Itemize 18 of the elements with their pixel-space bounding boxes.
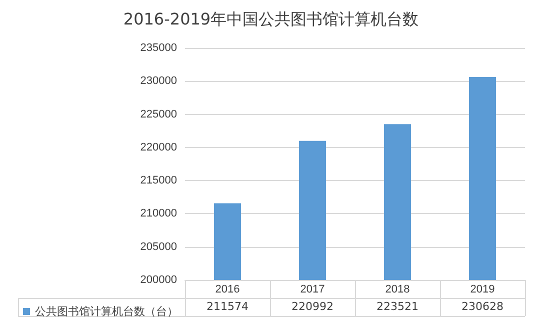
y-tick-label: 200000	[140, 274, 177, 286]
data-label: 220992	[290, 299, 334, 315]
y-tick-label: 215000	[140, 174, 177, 187]
y-tick-label: 205000	[140, 240, 177, 253]
y-tick-label: 230000	[140, 75, 177, 88]
y-tick-label: 225000	[140, 108, 177, 120]
data-label: 223521	[376, 299, 420, 315]
y-tick-label: 235000	[140, 42, 177, 54]
data-label: 211574	[206, 299, 250, 315]
chart-title: 2016-2019年中国公共图书馆计算机台数	[123, 10, 419, 28]
x-tick-label: 2019	[470, 284, 495, 296]
data-label: 230628	[460, 299, 504, 315]
y-tick-label: 210000	[140, 208, 177, 220]
x-tick-label: 2018	[385, 284, 410, 296]
legend-label: 公共图书馆计算机台数（台）	[35, 305, 178, 318]
x-tick-label: 2016	[215, 284, 240, 296]
y-tick-label: 220000	[140, 141, 177, 154]
x-tick-label: 2017	[300, 284, 325, 296]
